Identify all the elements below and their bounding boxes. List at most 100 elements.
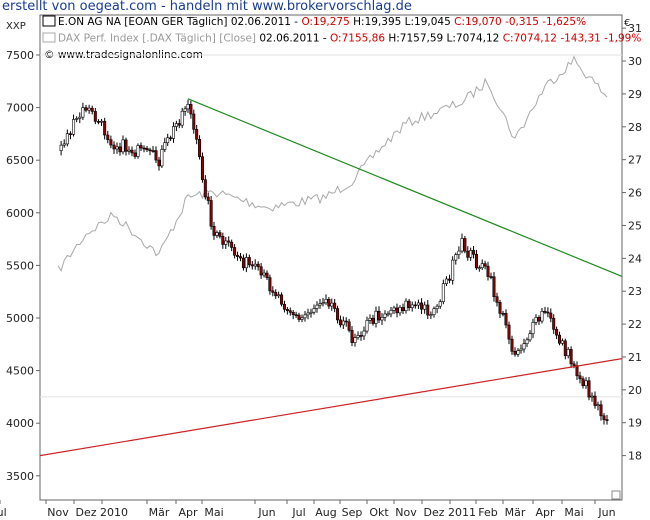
candle-body — [227, 240, 231, 243]
x-tick-label: Apr — [178, 506, 198, 519]
candle-body — [62, 143, 66, 146]
candle-body — [186, 104, 190, 110]
candle-body — [423, 304, 427, 310]
candle-body — [209, 200, 213, 227]
right-tick-label: 31 — [628, 22, 642, 35]
candle-body — [569, 349, 573, 365]
candle-body — [139, 145, 143, 149]
candle-body — [151, 150, 155, 152]
candle-body — [444, 278, 448, 284]
candle-body — [239, 256, 243, 259]
candle-body — [118, 146, 122, 153]
x-tick-label: Okt — [369, 506, 389, 519]
candle-body — [407, 300, 411, 308]
candle-body — [315, 304, 319, 309]
series-e-on-ag-na — [59, 99, 609, 425]
candle-body — [75, 118, 79, 120]
left-tick-label: 4500 — [6, 365, 34, 378]
candle-body — [543, 311, 547, 313]
candle-body — [265, 272, 269, 278]
candle-body — [540, 311, 544, 322]
candle-body — [519, 348, 523, 351]
x-tick-label: Dez — [423, 506, 444, 519]
candle-body — [555, 329, 559, 336]
resize-handle[interactable] — [611, 490, 621, 500]
x-tick-label: Mai — [204, 506, 223, 519]
x-tick-label: Jun — [597, 506, 615, 519]
legend-eon-close: C:19,070 -0,315 -1,625% — [454, 16, 586, 28]
left-tick-label: 7000 — [6, 102, 34, 115]
legend-dax-date: 02.06.2011 - — [259, 33, 330, 45]
candle-body — [341, 320, 345, 326]
candle-body — [350, 329, 354, 343]
legend-dax-open: O:7155,86 — [330, 33, 385, 45]
candle-body — [353, 337, 357, 343]
candle-body — [466, 250, 470, 258]
candle-body — [321, 302, 325, 305]
candle-body — [327, 299, 331, 307]
candle-body — [435, 305, 439, 309]
candle-body — [241, 257, 245, 269]
candle-body — [109, 139, 113, 146]
candle-body — [566, 349, 570, 357]
candle-body — [215, 232, 219, 236]
candle-body — [404, 300, 408, 311]
candle-body — [463, 238, 467, 252]
candle-body — [309, 311, 313, 314]
candle-body — [416, 302, 420, 306]
candle-body — [312, 308, 316, 313]
candle-body — [218, 232, 222, 237]
candle-body — [474, 253, 478, 269]
candle-body — [525, 339, 529, 344]
trendline[interactable] — [187, 98, 622, 277]
candle-body — [200, 156, 204, 180]
right-tick-label: 23 — [628, 285, 642, 298]
candle-body — [90, 107, 94, 112]
candle-body — [454, 254, 458, 261]
right-tick-label: 18 — [628, 450, 642, 463]
plot-frame — [39, 14, 623, 501]
candle-body — [584, 380, 588, 387]
candle-body — [420, 302, 424, 310]
candle-body — [356, 335, 360, 338]
legend-eon-hl: H:19,395 L:19,045 — [350, 16, 454, 28]
trendline[interactable] — [40, 358, 622, 457]
candle-body — [383, 313, 387, 318]
x-tick-label: Apr — [535, 506, 555, 519]
x-tick-label: Jun — [257, 506, 275, 519]
series-trendlinie-oben — [187, 98, 622, 277]
candle-body — [590, 395, 594, 398]
candle-body — [330, 302, 334, 307]
candle-body — [81, 107, 85, 118]
banner-text[interactable]: erstellt von oegeat.com - handeln mit ww… — [2, 0, 412, 14]
candle-body — [413, 304, 417, 307]
candle-body — [448, 278, 452, 281]
candle-body — [68, 133, 72, 135]
legend-eon-swatch — [42, 15, 56, 27]
series-dax-perf-index — [57, 55, 608, 273]
candle-body — [371, 317, 375, 324]
series-trendlinie-unten — [40, 358, 622, 457]
dax-line — [57, 55, 608, 273]
candle-body — [336, 308, 340, 321]
candle-body — [441, 283, 445, 302]
legend-eon-open: O:19,275 — [301, 16, 349, 28]
candle-body — [59, 144, 63, 151]
candle-body — [578, 375, 582, 380]
candle-body — [115, 146, 119, 150]
candle-body — [469, 250, 473, 258]
candle-body — [429, 314, 433, 317]
candle-body — [180, 110, 184, 126]
right-tick-label: 28 — [628, 121, 642, 134]
candle-body — [477, 267, 481, 269]
candle-body — [344, 320, 348, 323]
candle-body — [262, 272, 266, 276]
candle-body — [288, 310, 292, 313]
candle-body — [206, 196, 210, 201]
candle-body — [100, 120, 104, 123]
candle-body — [522, 343, 526, 350]
candle-body — [291, 312, 295, 315]
right-axis-unit: € — [624, 18, 630, 29]
candle-body — [333, 302, 337, 309]
candle-body — [285, 309, 289, 311]
